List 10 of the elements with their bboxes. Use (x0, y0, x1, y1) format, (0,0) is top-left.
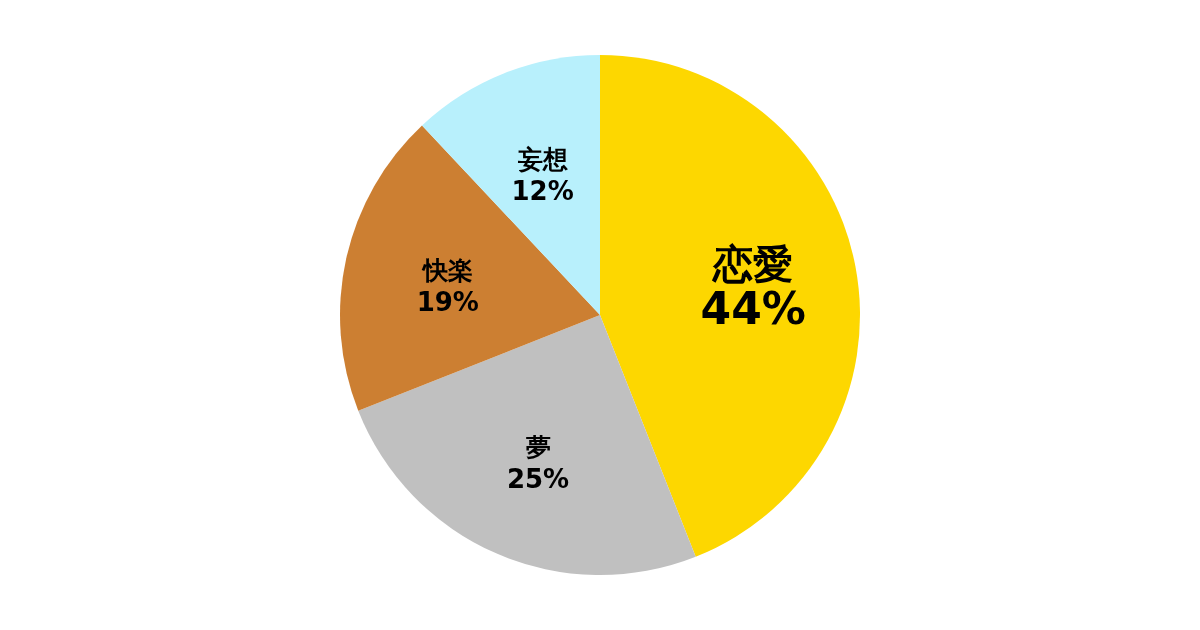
slice-label: 妄想 (516, 144, 568, 174)
slice-label: 恋愛 (711, 240, 794, 287)
data-label: 19% (416, 286, 479, 317)
slice-label: 快楽 (420, 255, 473, 285)
data-label: 25% (506, 464, 570, 495)
pie-slice (358, 315, 696, 575)
data-label: 12% (511, 175, 574, 206)
pie-slice (600, 55, 860, 557)
slice-label: 夢 (525, 433, 551, 463)
pie-slice (340, 125, 600, 411)
